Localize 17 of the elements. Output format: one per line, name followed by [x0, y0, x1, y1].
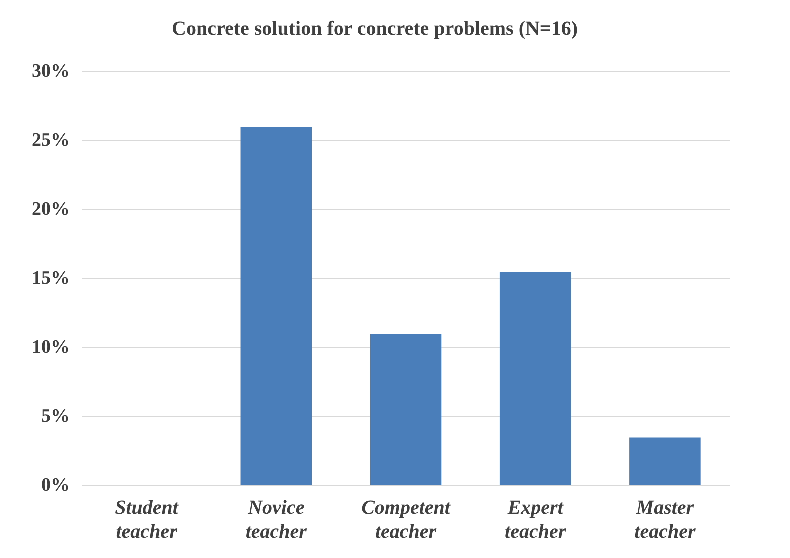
chart-title: Concrete solution for concrete problems (N=16)	[172, 18, 578, 40]
y-tick-label: 20%	[32, 198, 70, 220]
x-tick-label: Novice teacher	[246, 497, 308, 544]
y-tick-label: 0%	[42, 474, 70, 496]
bar	[630, 438, 701, 486]
x-tick-label: Master teacher	[634, 497, 696, 544]
y-tick-label: 30%	[32, 60, 70, 82]
x-tick-label: Competent teacher	[362, 497, 452, 544]
y-tick-label: 5%	[42, 406, 70, 427]
y-tick-label: 25%	[32, 130, 70, 151]
y-tick-label: 15%	[32, 268, 70, 289]
bar	[500, 272, 572, 486]
bar	[240, 127, 312, 486]
bar	[370, 334, 442, 486]
x-tick-label: Student teacher	[115, 497, 180, 544]
x-tick-label: Expert teacher	[505, 497, 566, 544]
y-tick-label: 10%	[32, 336, 70, 358]
